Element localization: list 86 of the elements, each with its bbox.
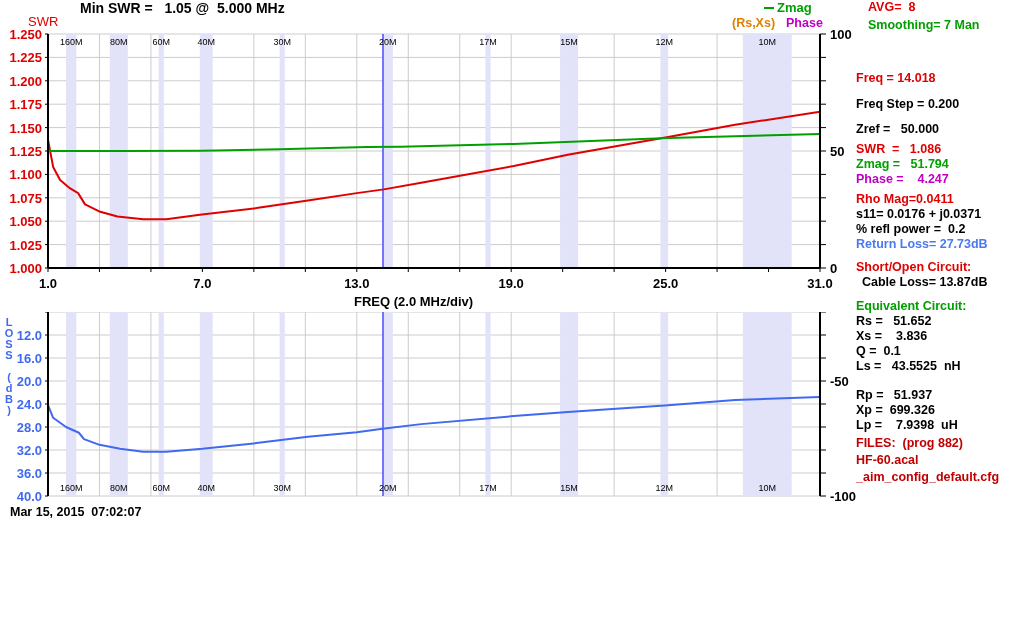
- y-tick-label: 28.0: [16, 420, 42, 435]
- y2-tick-label: -100: [830, 489, 857, 504]
- line-series: [48, 132, 820, 152]
- y-tick-label: 16.0: [16, 351, 42, 366]
- y-tick-label: 40.0: [16, 489, 42, 504]
- y-tick-label: 1.225: [9, 50, 42, 66]
- text: Ls = 43.5525 nH: [856, 359, 961, 373]
- band-label: 12M: [655, 37, 674, 48]
- band-label: 10M: [758, 483, 776, 493]
- text: Xp = 699.326: [856, 403, 935, 417]
- x-tick-label: 19.0: [498, 276, 524, 291]
- text: Rp = 51.937: [856, 388, 933, 402]
- y-axis-title: SWR: [28, 14, 59, 29]
- band-label: 15M: [560, 37, 578, 48]
- x-tick-label: 1.0: [38, 276, 58, 291]
- band-label: 80M: [110, 37, 128, 48]
- text: Rho Mag=0.0411: [856, 192, 954, 206]
- text: Rs = 51.652: [856, 314, 932, 328]
- text: Freq = 14.018: [856, 71, 936, 85]
- text: AVG= 8: [868, 0, 916, 14]
- y-tick-label: 1.175: [9, 97, 42, 113]
- text: Freq Step = 0.200: [856, 97, 960, 111]
- text: Zref = 50.000: [856, 122, 940, 136]
- legend-label: Zmag: [776, 0, 812, 15]
- y-tick-label: 1.150: [9, 120, 42, 136]
- band-label: 80M: [110, 483, 128, 493]
- y-tick-label: 1.100: [9, 167, 42, 183]
- band-label: 60M: [152, 483, 170, 493]
- text: Cable Loss= 13.87dB: [862, 275, 988, 289]
- y2-tick-label: 50: [830, 144, 845, 159]
- y-tick-label: 1.250: [9, 27, 42, 42]
- band-label: 160M: [59, 483, 83, 493]
- y-tick-label: 36.0: [16, 466, 42, 481]
- text: s11= 0.0176 + j0.0371: [856, 207, 982, 221]
- y-tick-label: 24.0: [16, 397, 42, 412]
- line-series: [48, 396, 820, 453]
- text: Lp = 7.9398 uH: [856, 418, 958, 432]
- x-tick-label: 25.0: [652, 276, 679, 291]
- y-tick-label: 12.0: [16, 328, 42, 343]
- text: Xs = 3.836: [856, 329, 928, 343]
- chart-title: Min SWR = 1.05 @ 5.000 MHz: [80, 0, 285, 16]
- y-tick-label: 32.0: [16, 443, 42, 458]
- band-label: 17M: [479, 483, 497, 493]
- y-tick-label: 1.075: [9, 190, 42, 206]
- x-tick-label: 7.0: [193, 276, 212, 291]
- y2-tick-label: 100: [830, 27, 852, 42]
- text: FILES: (prog 882): [856, 436, 963, 450]
- text: HF-60.acal: [856, 453, 919, 467]
- band-label: 15M: [560, 483, 578, 493]
- text: Short/Open Circuit:: [856, 260, 972, 274]
- band-label: 20M: [378, 483, 397, 493]
- band-label: 17M: [479, 37, 497, 48]
- text: Zmag = 51.794: [856, 157, 949, 171]
- y-tick-label: 1.000: [9, 261, 42, 276]
- text: Q = 0.1: [856, 344, 901, 358]
- text: Phase = 4.247: [856, 172, 949, 186]
- band-label: 30M: [273, 483, 291, 493]
- text: (Rs,Xs): [732, 16, 776, 30]
- text: Smoothing= 7 Man: [868, 18, 980, 32]
- band-label: 20M: [378, 37, 397, 48]
- text: Phase: [786, 16, 823, 30]
- y-tick-label: 1.025: [9, 237, 42, 253]
- band-label: 12M: [655, 483, 674, 493]
- band-label: 60M: [152, 37, 170, 48]
- y-tick-label: 1.050: [9, 214, 42, 230]
- band-label: 40M: [197, 483, 216, 493]
- band-label: 30M: [273, 37, 291, 48]
- y-tick-label: 1.200: [9, 73, 42, 89]
- y-tick-label: 1.125: [9, 144, 42, 159]
- line-series: [48, 110, 820, 221]
- text: _aim_config_default.cfg: [856, 470, 1000, 484]
- text: Equivalent Circuit:: [856, 299, 967, 313]
- x-tick-label: 13.0: [344, 276, 370, 291]
- text: Mar 15, 2015 07:02:07: [10, 505, 142, 519]
- text: % refl power = 0.2: [856, 222, 966, 236]
- y2-tick-label: 0: [830, 261, 838, 276]
- band-label: 10M: [758, 37, 776, 48]
- text: SWR = 1.086: [856, 142, 942, 156]
- y2-tick-label: -50: [830, 374, 849, 389]
- text: Return Loss= 27.73dB: [856, 237, 988, 251]
- x-tick-label: 31.0: [807, 276, 833, 291]
- band-label: 40M: [197, 37, 216, 48]
- y-tick-label: 20.0: [16, 374, 42, 389]
- x-axis-title: FREQ (2.0 MHz/div): [354, 294, 474, 309]
- y-axis-title: LOSS (dB): [3, 316, 15, 415]
- band-label: 160M: [59, 37, 83, 48]
